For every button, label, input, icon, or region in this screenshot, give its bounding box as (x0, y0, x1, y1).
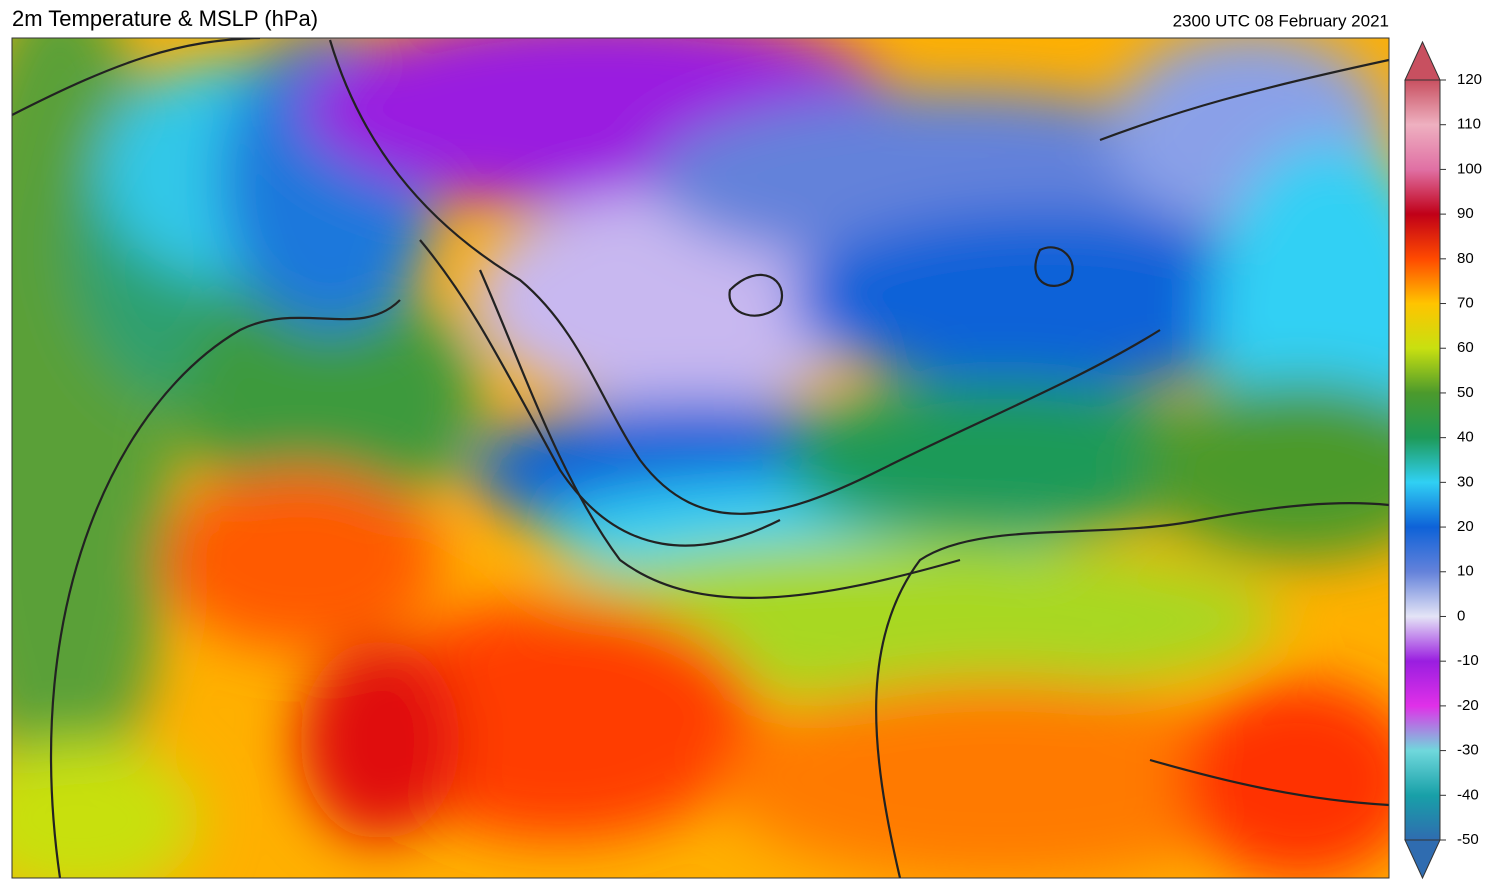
colorbar-extend-low (1404, 839, 1441, 880)
colorbar-tick-label: -50 (1457, 831, 1479, 848)
colorbar-extend-high (1404, 40, 1441, 81)
colorbar-tick-label: 120 (1457, 71, 1482, 88)
colorbar-tick-label: -30 (1457, 742, 1479, 759)
colorbar-tick-label: 100 (1457, 160, 1482, 177)
colorbar-tick-label: 10 (1457, 563, 1474, 580)
colorbar-tick-label: 70 (1457, 294, 1474, 311)
colorbar-tick-label: -40 (1457, 786, 1479, 803)
temperature-map (12, 38, 1389, 878)
colorbar-tick-label: -20 (1457, 697, 1479, 714)
colorbar-tick-label: 50 (1457, 384, 1474, 401)
colorbar-tick-label: 0 (1457, 607, 1465, 624)
title: 2m Temperature & MSLP (hPa) (12, 6, 318, 31)
colorbar-tick-label: 40 (1457, 429, 1474, 446)
colorbar (1404, 79, 1441, 841)
colorbar-tick-label: -10 (1457, 652, 1479, 669)
colorbar-tick-label: 80 (1457, 250, 1474, 267)
map-frame (11, 37, 1390, 879)
colorbar-tick-label: 110 (1457, 116, 1481, 133)
colorbar-tick-label: 30 (1457, 473, 1474, 490)
timestamp: 2300 UTC 08 February 2021 (1173, 11, 1389, 30)
isobars (12, 38, 1389, 878)
colorbar-tick-label: 20 (1457, 518, 1474, 535)
colorbar-tick-label: 90 (1457, 205, 1474, 222)
colorbar-tick-label: 60 (1457, 339, 1474, 356)
